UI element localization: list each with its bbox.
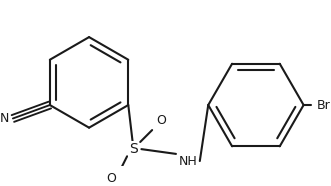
Text: N: N (0, 112, 9, 125)
Text: NH: NH (178, 155, 197, 168)
Text: Br: Br (317, 99, 331, 112)
Text: O: O (157, 114, 166, 127)
Text: O: O (107, 172, 117, 185)
Text: S: S (129, 142, 137, 156)
